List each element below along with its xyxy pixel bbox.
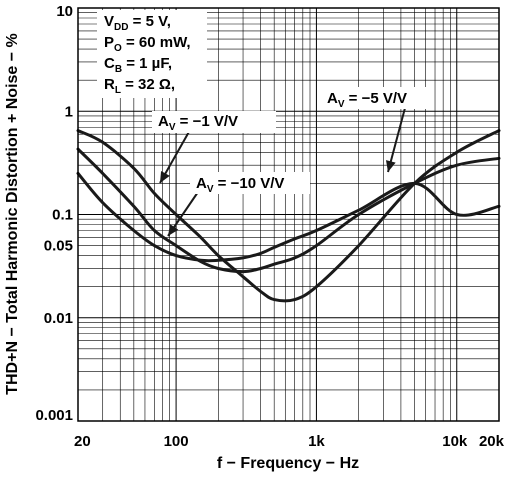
condition-line: CB = 1 µF,	[104, 55, 172, 75]
x-tick-label: 10k	[442, 433, 468, 450]
y-tick-label: 0.001	[35, 407, 73, 424]
series-label-bg	[190, 172, 310, 194]
x-axis-title: f − Frequency − Hz	[217, 455, 359, 472]
label-av-minus-1: AV = −1 V/V	[158, 113, 238, 133]
arrow-head	[160, 170, 170, 183]
y-tick-label: 0.1	[52, 207, 73, 224]
x-tick-label: 100	[164, 433, 189, 450]
condition-line: PO = 60 mW,	[104, 34, 191, 54]
curve-av-minus-5	[76, 129, 501, 303]
conditions-bg	[97, 10, 207, 98]
condition-line: RL = 32 Ω,	[104, 76, 175, 96]
label-av-minus-5: AV = −5 V/V	[327, 90, 407, 110]
label-av-minus-10: AV = −10 V/V	[196, 175, 284, 195]
arrow-head	[385, 160, 396, 172]
x-tick-label: 20	[74, 433, 91, 450]
curve-av-minus-10	[76, 147, 501, 274]
y-tick-label: 0.01	[44, 310, 73, 327]
curves	[76, 129, 501, 303]
y-axis-title: THD+N − Total Harmonic Distortion + Nois…	[4, 33, 21, 395]
arrow-head	[168, 224, 179, 236]
x-tick-label: 20k	[479, 433, 505, 450]
plot-frame	[77, 7, 500, 422]
y-tick-label: 10	[56, 3, 73, 20]
y-tick-label: 1	[65, 103, 73, 120]
y-tick-label: 0.05	[44, 238, 73, 255]
series-label-bg	[322, 87, 428, 109]
curve-av-minus-1	[76, 171, 501, 263]
x-tick-label: 1k	[308, 433, 325, 450]
annotations: VDD = 5 V,PO = 60 mW,CB = 1 µF,RL = 32 Ω…	[97, 10, 428, 237]
y-tick-labels: 10 1 0.1 0.05 0.01 0.001	[35, 3, 73, 424]
series-label-bg	[152, 111, 276, 133]
x-tick-labels: 20 100 1k 10k 20k	[74, 433, 505, 450]
leader-line	[387, 107, 406, 173]
condition-line: VDD = 5 V,	[104, 13, 171, 33]
